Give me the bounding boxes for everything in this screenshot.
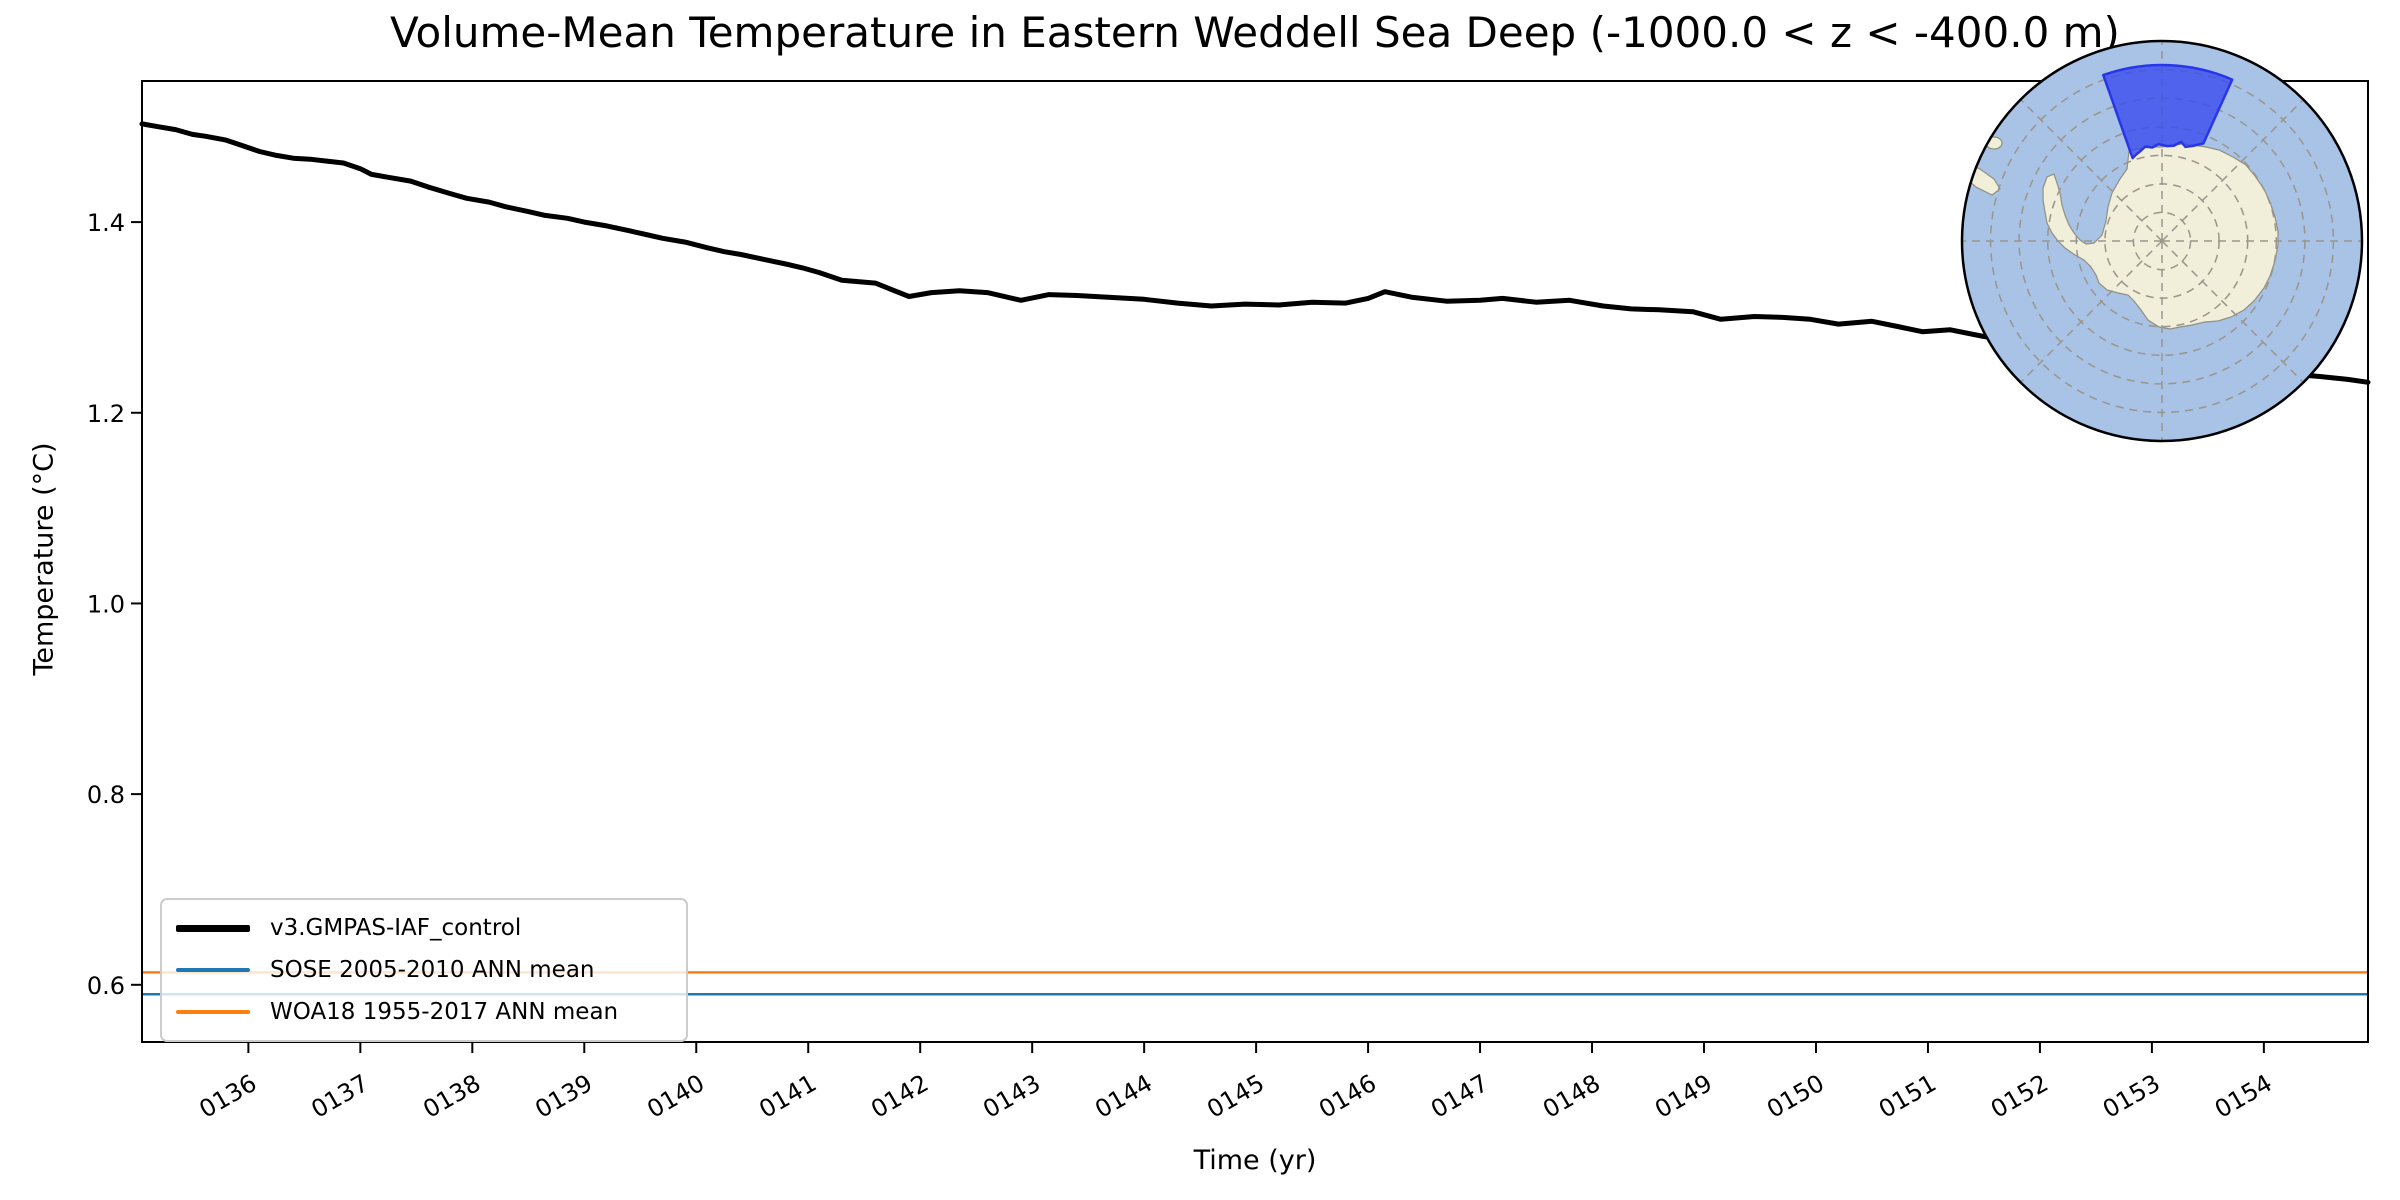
x-tick-label: 0141 <box>754 1069 821 1124</box>
x-tick-label: 0148 <box>1538 1069 1605 1124</box>
x-tick-label: 0154 <box>2210 1069 2277 1124</box>
legend-label: WOA18 1955-2017 ANN mean <box>270 999 619 1025</box>
series-v3.GMPAS-IAF_control <box>139 121 2371 385</box>
legend-item-sose: SOSE 2005-2010 ANN mean <box>176 949 672 991</box>
legend-item-control: v3.GMPAS-IAF_control <box>176 907 672 949</box>
graticule-meridian <box>2020 99 2163 242</box>
x-tick-label: 0139 <box>530 1069 597 1124</box>
legend-line-sample-black <box>176 924 250 932</box>
x-tick-label: 0144 <box>1090 1069 1157 1124</box>
graticule-meridian <box>2161 99 2304 242</box>
legend-label: SOSE 2005-2010 ANN mean <box>270 957 595 983</box>
x-tick-label: 0140 <box>642 1069 709 1124</box>
map-land <box>1963 136 2279 330</box>
y-tick-label: 1.0 <box>87 590 125 618</box>
x-tick-label: 0143 <box>978 1069 1045 1124</box>
graticule-meridian <box>2161 240 2304 383</box>
map-antarctica <box>2042 143 2279 330</box>
legend: v3.GMPAS-IAF_control SOSE 2005-2010 ANN … <box>160 898 688 1042</box>
x-tick-label: 0150 <box>1762 1069 1829 1124</box>
legend-line-sample-blue <box>176 968 250 972</box>
x-tick-label: 0147 <box>1426 1069 1493 1124</box>
x-tick-label: 0138 <box>418 1069 485 1124</box>
legend-label: v3.GMPAS-IAF_control <box>270 915 522 941</box>
legend-item-woa18: WOA18 1955-2017 ANN mean <box>176 991 672 1033</box>
x-tick-label: 0152 <box>1986 1069 2053 1124</box>
y-tick-label: 1.4 <box>87 209 125 237</box>
chart-title: Volume-Mean Temperature in Eastern Wedde… <box>390 8 2120 57</box>
x-axis-label: Time (yr) <box>1193 1145 1317 1176</box>
y-tick-label: 0.8 <box>87 781 125 809</box>
y-tick-label: 1.2 <box>87 400 125 428</box>
y-axis-label: Temperature (°C) <box>28 442 60 676</box>
antarctica-inset-map <box>1960 39 2364 443</box>
map-region-highlight <box>2102 63 2234 160</box>
x-tick-label: 0151 <box>1874 1069 1941 1124</box>
x-tick-label: 0142 <box>866 1069 933 1124</box>
axes-frame <box>141 80 2369 1043</box>
x-tick-label: 0145 <box>1202 1069 1269 1124</box>
x-tick-label: 0137 <box>306 1069 373 1124</box>
graticule-meridian <box>2020 240 2163 383</box>
x-tick-label: 0136 <box>194 1069 261 1124</box>
x-tick-label: 0149 <box>1650 1069 1717 1124</box>
legend-line-sample-orange <box>176 1010 250 1014</box>
map-border <box>1960 39 2364 443</box>
x-tick-label: 0146 <box>1314 1069 1381 1124</box>
x-tick-label: 0153 <box>2098 1069 2165 1124</box>
y-tick-label: 0.6 <box>87 972 125 1000</box>
